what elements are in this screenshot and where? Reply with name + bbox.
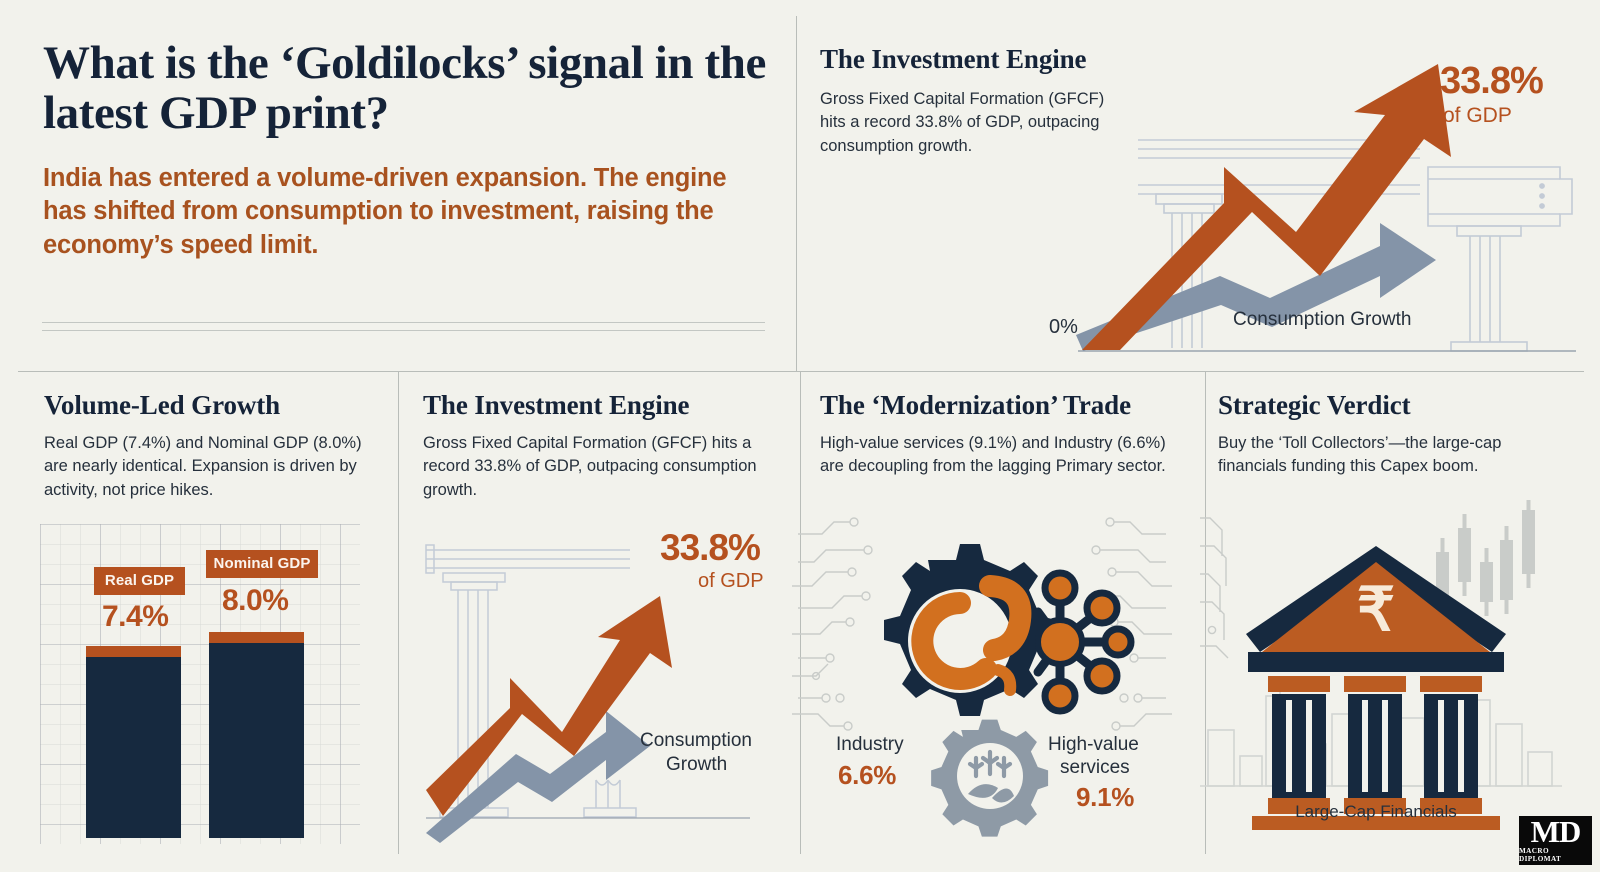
panel-3-left-value: 6.6% [838,760,897,790]
panel-2-value: 33.8% [660,527,761,568]
hero-chart-consumption-label: Consumption Growth [1233,309,1412,330]
bar-real-gdp-cap [86,646,181,657]
bar-nominal-gdp-chip: Nominal GDP [206,550,318,578]
hero-investment-engine: The Investment Engine Gross Fixed Capita… [820,44,1580,354]
panel-2-value-sub: of GDP [698,570,764,592]
panel-3-left-label: Industry [836,734,904,755]
panel-3-chart-graphic [792,517,1172,837]
logo-mark: MD [1530,813,1582,849]
panel-2-body: Gross Fixed Capital Formation (GFCF) hit… [423,434,757,499]
panel-2-consumption-label-1: Consumption [640,730,752,751]
bar-real-gdp-chip: Real GDP [94,567,185,595]
panel-2-title: The Investment Engine [423,390,690,420]
svg-text:₹: ₹ [1357,576,1395,643]
page-headline: What is the ‘Goldilocks’ signal in the l… [43,37,766,140]
panel-2-consumption-label-2: Growth [666,754,728,775]
panel-1-body: Real GDP (7.4%) and Nominal GDP (8.0%) a… [44,434,362,499]
bar-real-gdp [86,656,181,838]
panel-investment-engine: The Investment Engine Gross Fixed Capita… [423,390,778,850]
bar-nominal-gdp-cap [209,632,304,643]
panel-3-right-label-1: High-value [1048,734,1139,755]
hero-chart-value-sub: of GDP [1443,104,1512,127]
main-horizontal-divider [18,371,1584,372]
hero-left: What is the ‘Goldilocks’ signal in the l… [43,38,773,263]
panel-4-title: Strategic Verdict [1218,390,1411,420]
panel-2-chart-graphic [425,544,750,843]
panel-1-title: Volume-Led Growth [44,390,281,420]
hero-chart-baseline-label: 0% [1049,316,1078,338]
hero-chart-value: 33.8% [1440,60,1544,102]
panel-3-right-value: 9.1% [1076,782,1135,812]
bar-real-gdp-value: 7.4% [102,600,169,633]
hero-vertical-divider [796,16,797,371]
panel-4-body: Buy the ‘Toll Collectors’—the large-cap … [1218,434,1502,476]
panel-modernization-trade: The ‘Modernization’ Trade High-value ser… [792,390,1190,850]
panel-4-chart-graphic: ₹ [1200,500,1562,830]
panel-3-title: The ‘Modernization’ Trade [820,390,1131,420]
panel-3-body: High-value services (9.1%) and Industry … [820,434,1166,476]
page-subhead: India has entered a volume-driven expans… [43,163,727,259]
brand-logo: MD MACRO DIPLOMAT [1519,816,1592,865]
hero-rule-bottom [42,330,765,331]
hero-chart-title: The Investment Engine [820,44,1087,74]
bar-nominal-gdp [209,642,304,838]
panel-3-right-label-2: services [1060,757,1130,778]
panel-strategic-verdict: Strategic Verdict Buy the ‘Toll Collecto… [1200,390,1578,850]
hero-chart-graphic [1076,64,1576,352]
panel-divider-2 [800,372,801,854]
panel-divider-1 [398,372,399,854]
logo-wordmark: MACRO DIPLOMAT [1519,847,1562,864]
hero-chart-body: Gross Fixed Capital Formation (GFCF) hit… [820,90,1105,155]
hero-rule-top [42,322,765,323]
bar-nominal-gdp-value: 8.0% [222,584,289,617]
panel-volume-led-growth: Volume-Led Growth Real GDP (7.4%) and No… [40,390,389,850]
panel-4-caption: Large-Cap Financials [1295,802,1457,821]
panel-divider-3 [1205,372,1206,854]
